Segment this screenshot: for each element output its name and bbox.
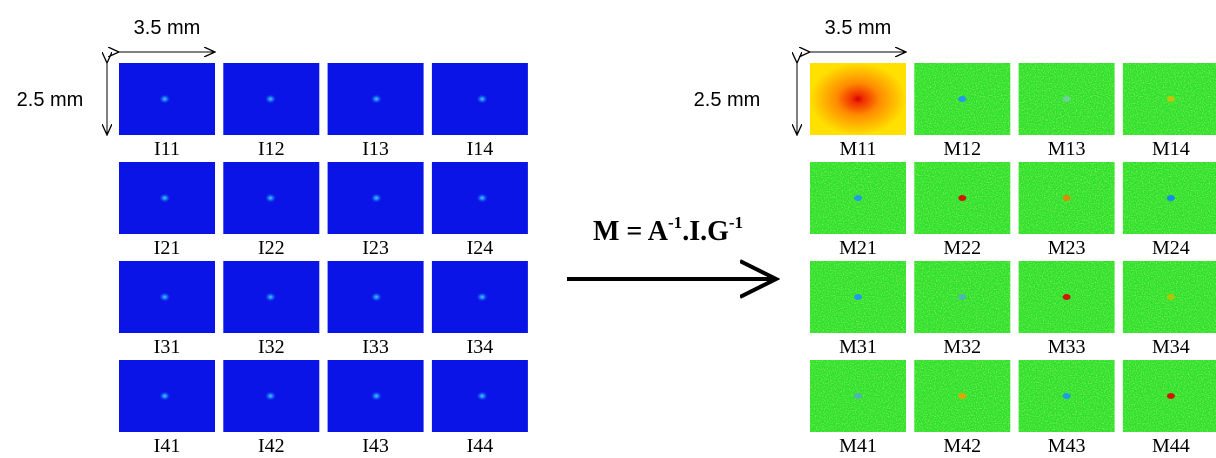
tile <box>810 63 906 135</box>
tile-label: I23 <box>362 237 389 259</box>
tile-label: I24 <box>467 237 494 259</box>
spot <box>958 96 967 102</box>
formula-part: .I.G <box>682 216 729 247</box>
tile-label: M22 <box>943 237 981 259</box>
spot <box>1062 393 1071 399</box>
spot <box>958 393 967 399</box>
formula-part: M = A <box>593 216 669 247</box>
spot <box>1166 195 1175 201</box>
spot <box>264 193 277 203</box>
tile-label: I32 <box>258 336 285 358</box>
tile-label: I11 <box>154 138 180 160</box>
tile-label: I33 <box>362 336 389 358</box>
tile-label: M21 <box>839 237 877 259</box>
spot <box>264 391 277 401</box>
spot <box>370 193 383 203</box>
tile-label: M43 <box>1048 435 1086 457</box>
tile-label: M11 <box>839 138 876 160</box>
tile-label: M13 <box>1048 138 1086 160</box>
tile-label: M32 <box>943 336 981 358</box>
formula: M = A-1.I.G-1 <box>593 213 743 247</box>
spot <box>158 391 171 401</box>
tile-label: I42 <box>258 435 285 457</box>
spot <box>158 292 171 302</box>
spot <box>370 94 383 104</box>
spot <box>1166 96 1175 102</box>
spot <box>1062 96 1071 102</box>
tile-label: I12 <box>258 138 285 160</box>
spot <box>476 193 489 203</box>
tile-label: I41 <box>154 435 181 457</box>
tile-label: I31 <box>154 336 181 358</box>
tile-label: M42 <box>943 435 981 457</box>
tile-label: M41 <box>839 435 877 457</box>
spot <box>476 391 489 401</box>
tile-label: M31 <box>839 336 877 358</box>
spot <box>958 294 967 300</box>
tile-label: I34 <box>467 336 494 358</box>
spot <box>370 292 383 302</box>
spot <box>1166 393 1175 399</box>
tile-label: M34 <box>1152 336 1190 358</box>
spot <box>1062 294 1071 300</box>
tile-label: M12 <box>943 138 981 160</box>
tiles: I11 I12 I13 I14 I21 I22 I23 I24 I31 I32 I33 I34 I41 I… <box>119 63 1216 457</box>
tile-label: I13 <box>362 138 389 160</box>
tile-label: I21 <box>154 237 181 259</box>
spot <box>854 195 862 201</box>
spot <box>1062 195 1071 201</box>
spot <box>1166 294 1175 300</box>
height-label: 2.5 mm <box>17 89 84 111</box>
height-label: 2.5 mm <box>694 89 761 111</box>
tile-label: M44 <box>1152 435 1190 457</box>
formula-sup: -1 <box>729 213 743 232</box>
formula-sup: -1 <box>668 213 682 232</box>
tile-label: M24 <box>1152 237 1190 259</box>
tile-label: M23 <box>1048 237 1086 259</box>
tile-label: I43 <box>362 435 389 457</box>
spot <box>370 391 383 401</box>
width-label: 3.5 mm <box>134 17 201 39</box>
spot <box>264 94 277 104</box>
spot <box>158 94 171 104</box>
spot <box>476 94 489 104</box>
spot <box>264 292 277 302</box>
tile-label: I44 <box>467 435 494 457</box>
width-label: 3.5 mm <box>825 17 892 39</box>
tile-label: M33 <box>1048 336 1086 358</box>
spot <box>854 393 862 399</box>
tile-label: I22 <box>258 237 285 259</box>
spot <box>158 193 171 203</box>
tile-label: M14 <box>1152 138 1190 160</box>
spot <box>854 294 862 300</box>
spot <box>958 195 967 201</box>
spot <box>476 292 489 302</box>
tile-label: I14 <box>467 138 494 160</box>
